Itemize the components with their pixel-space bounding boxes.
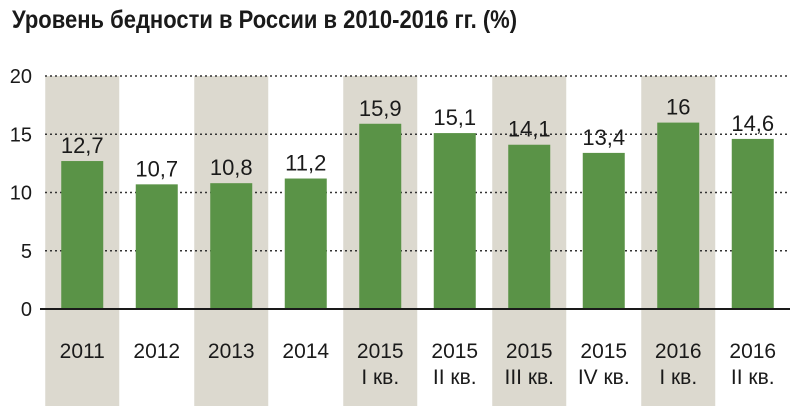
bar — [135, 184, 178, 309]
y-tick-label: 20 — [10, 66, 32, 88]
x-category-label: 2014 — [282, 340, 329, 363]
bar-value-label: 12,7 — [61, 133, 104, 158]
x-category-label: II кв. — [731, 366, 775, 389]
x-category-label: 2015 — [431, 340, 478, 363]
bar-value-label: 10,8 — [210, 155, 253, 180]
x-category-label: III кв. — [504, 366, 554, 389]
x-category-label: IV кв. — [578, 366, 630, 389]
x-category-label: 2013 — [208, 340, 255, 363]
y-tick-label: 5 — [21, 241, 32, 263]
x-category-label: 2016 — [729, 340, 776, 363]
chart-title: Уровень бедности в России в 2010-2016 гг… — [12, 6, 518, 34]
x-category-label: I кв. — [659, 366, 697, 389]
y-tick-label: 15 — [10, 124, 32, 146]
bar — [359, 123, 402, 309]
x-category-label: 2015 — [357, 340, 404, 363]
bar — [508, 144, 551, 309]
x-category-label: 2016 — [655, 340, 702, 363]
x-category-label: 2015 — [580, 340, 627, 363]
bar — [61, 161, 104, 309]
x-category-label: II кв. — [433, 366, 477, 389]
x-category-label: 2012 — [133, 340, 180, 363]
bar — [731, 138, 774, 309]
y-tick-label: 10 — [10, 183, 32, 205]
bar — [657, 122, 700, 309]
x-category-label: I кв. — [361, 366, 399, 389]
bar — [284, 178, 327, 309]
bar — [582, 152, 625, 309]
bar-value-label: 15,1 — [433, 105, 476, 130]
y-tick-label: 0 — [21, 299, 32, 321]
bar-value-label: 15,9 — [359, 96, 402, 121]
x-category-label: 2015 — [506, 340, 553, 363]
bar-value-label: 10,7 — [135, 156, 178, 181]
bar — [433, 133, 476, 309]
bar-value-label: 14,1 — [508, 117, 551, 142]
bar-value-label: 13,4 — [582, 125, 625, 150]
bar-value-label: 11,2 — [285, 151, 326, 176]
x-category-label: 2011 — [60, 340, 105, 363]
bar — [210, 183, 253, 309]
bar-value-label: 14,6 — [731, 111, 774, 136]
bar-value-label: 16 — [666, 95, 690, 120]
